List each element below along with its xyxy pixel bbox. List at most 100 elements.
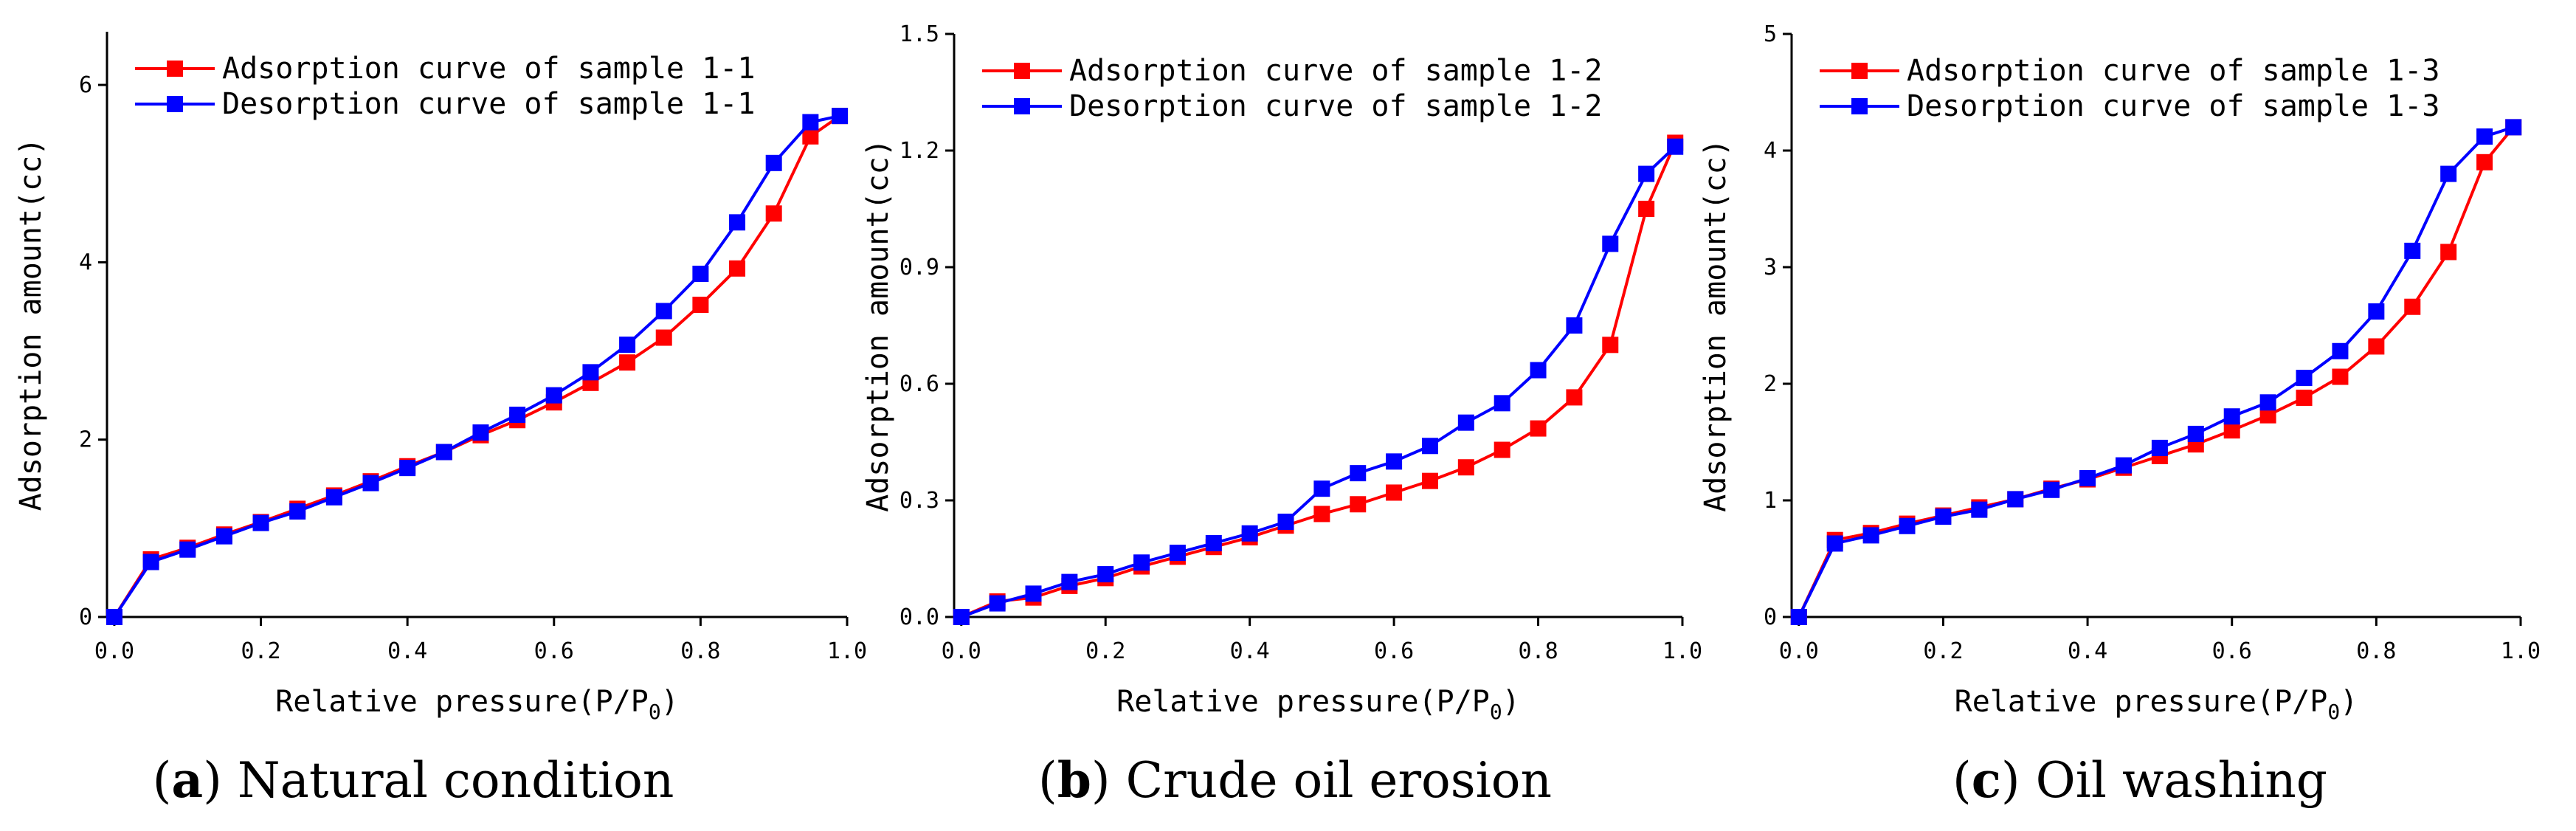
y-tick-label-b: 0.0 [899,604,939,630]
x-tick-label-a: 0.6 [534,638,574,664]
x-tick-label-a: 1.0 [827,638,867,664]
desorption-point-a [619,337,636,354]
legend-adsorption-marker-b [1014,63,1030,79]
desorption-point-b [1241,525,1258,542]
legend-adsorption-label-a: Adsorption curve of sample 1-1 [222,52,755,86]
adsorption-point-b [1350,496,1367,513]
x-tick-label-c: 0.4 [2068,638,2107,664]
desorption-point-c [2115,457,2132,474]
caption-c: (c) Oil washing [1952,751,2327,809]
chart-panel-a: 0.0 0.2 0.4 0.6 0.8 1.0 0 2 4 6 Relative pressure(… [14,32,867,809]
desorption-point-c [1862,527,1879,544]
x-tick-label-b: 0.8 [1518,638,1558,664]
desorption-point-a [289,503,306,520]
desorption-point-c [2259,394,2276,411]
legend-a: Adsorption curve of sample 1-1Desorption… [135,52,755,121]
desorption-point-b [1313,480,1330,497]
desorption-point-c [2505,119,2522,136]
adsorption-point-c [2404,298,2421,315]
adsorption-point-c [2368,338,2385,355]
y-tick-label-c: 0 [1764,604,1777,630]
desorption-point-c [1826,535,1843,552]
adsorption-point-a [729,260,746,277]
adsorption-point-b [1457,459,1474,476]
desorption-point-b [1097,566,1114,583]
desorption-point-c [2404,242,2421,259]
desorption-point-b [1025,585,1042,602]
legend-desorption-label-a: Desorption curve of sample 1-1 [222,87,755,121]
y-axis-title-c: Adsorption amount(cc) [1699,139,1733,512]
desorption-point-b [1494,395,1510,412]
desorption-point-c [2079,469,2096,486]
desorption-point-b [1667,138,1684,155]
x-tick-label-c: 0.8 [2356,638,2396,664]
legend-desorption-marker-a [167,96,183,112]
legend-adsorption-marker-c [1851,63,1868,79]
legend-b: Adsorption curve of sample 1-2Desorption… [982,54,1602,123]
x-tick-label-b: 0.6 [1374,638,1414,664]
y-tick-label-b: 1.2 [899,138,939,164]
adsorption-point-b [1530,420,1547,437]
desorption-point-a [142,554,159,570]
x-tick-label-b: 0.2 [1085,638,1125,664]
y-tick-label-a: 2 [79,427,92,453]
desorption-point-a [106,609,122,625]
adsorption-point-c [2332,368,2349,385]
y-tick-label-b: 0.6 [899,371,939,397]
x-tick-label-c: 0.2 [1923,638,1963,664]
desorption-point-c [1971,501,1988,518]
adsorption-point-c [2296,389,2313,406]
desorption-point-c [2187,425,2204,442]
legend-desorption-label-b: Desorption curve of sample 1-2 [1069,89,1602,123]
desorption-point-c [1935,508,1952,525]
desorption-point-c [2007,491,2024,508]
desorption-point-b [1169,545,1186,562]
adsorption-point-a [765,205,782,222]
desorption-point-c [2151,439,2168,456]
desorption-point-a [655,303,672,320]
desorption-point-a [802,114,819,131]
legend-adsorption-label-b: Adsorption curve of sample 1-2 [1069,54,1602,88]
y-tick-label-a: 4 [79,249,92,275]
desorption-point-b [1061,573,1078,590]
x-tick-label-a: 0.2 [241,638,280,664]
adsorption-point-a [692,297,709,314]
adsorption-point-b [1602,337,1619,354]
adsorption-point-c [2259,407,2276,424]
desorption-point-b [1421,438,1438,455]
legend-desorption-marker-b [1014,98,1030,114]
desorption-point-c [2368,303,2385,320]
desorption-point-b [1566,317,1583,334]
adsorption-point-c [2440,244,2457,261]
desorption-point-b [1133,554,1150,571]
desorption-point-b [1386,453,1403,470]
desorption-point-c [2223,408,2240,425]
desorption-point-a [832,108,849,125]
legend-adsorption-label-c: Adsorption curve of sample 1-3 [1907,54,2439,88]
adsorption-point-a [619,354,636,371]
adsorption-point-b [1386,484,1403,501]
adsorption-point-a [802,128,819,145]
desorption-point-a [729,214,746,231]
desorption-point-a [582,364,599,381]
desorption-point-a [252,514,269,531]
legend-adsorption-marker-a [167,61,183,77]
desorption-point-a [765,154,782,171]
y-tick-label-c: 1 [1764,488,1777,514]
y-tick-label-a: 0 [79,604,92,630]
x-tick-label-a: 0.0 [94,638,134,664]
desorption-point-a [179,541,196,558]
adsorption-point-b [1566,389,1583,406]
x-tick-label-c: 0.0 [1779,638,1819,664]
adsorption-point-c [2476,154,2493,170]
x-axis-title-c: Relative pressure(P/P0) [1955,685,2358,724]
desorption-point-a [435,444,452,461]
chart-panel-b: 0.0 0.2 0.4 0.6 0.8 1.0 0.0 0.3 0.6 0.9 1.2 1.5 Rela… [861,21,1702,809]
desorption-point-c [2296,370,2313,387]
desorption-point-c [2332,342,2349,359]
x-tick-label-b: 1.0 [1662,638,1702,664]
x-tick-label-a: 0.4 [387,638,427,664]
chart-panel-c: 0.0 0.2 0.4 0.6 0.8 1.0 0 1 2 3 4 5 Relative pressur… [1699,21,2541,809]
y-axis-title-b: Adsorption amount(cc) [861,139,895,512]
